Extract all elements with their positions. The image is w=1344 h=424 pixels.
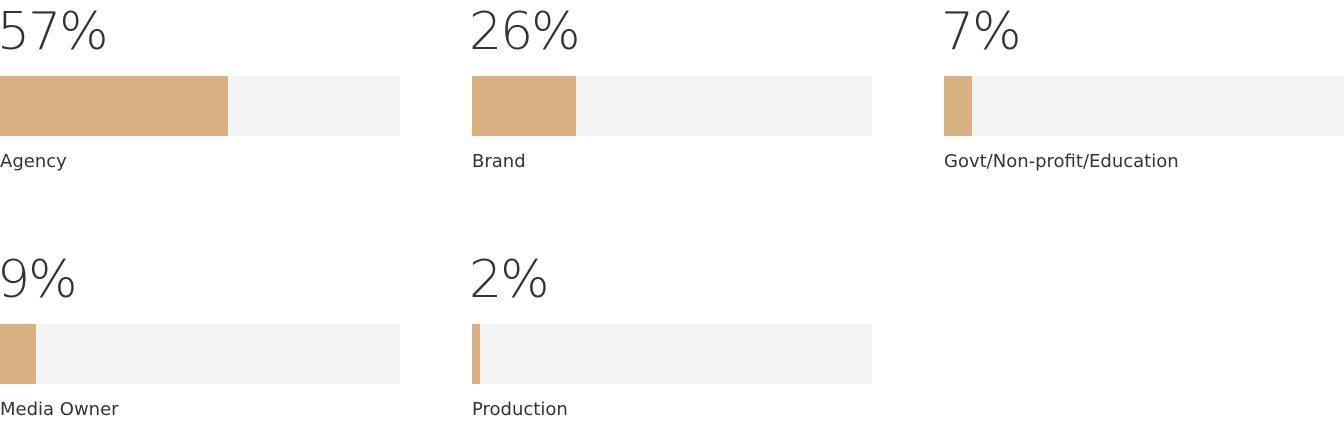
- bar-track: [0, 324, 400, 384]
- percent-label: 2%: [469, 250, 549, 310]
- percent-label: 26%: [469, 2, 581, 62]
- category-label: Media Owner: [0, 399, 119, 420]
- category-label: Agency: [0, 151, 67, 172]
- percent-label: 9%: [0, 250, 77, 310]
- category-label: Brand: [472, 151, 526, 172]
- bar: [944, 76, 972, 136]
- bar: [0, 76, 228, 136]
- bar-track: [0, 76, 400, 136]
- bar: [0, 324, 36, 384]
- stat-item: 9% Media Owner: [0, 248, 400, 424]
- percent-label: 7%: [941, 2, 1021, 62]
- category-label: Govt/Non-profit/Education: [944, 151, 1179, 172]
- bar: [472, 76, 576, 136]
- stat-item: 2% Production: [469, 248, 872, 424]
- bar-track: [944, 76, 1344, 136]
- stat-item: 26% Brand: [469, 0, 872, 176]
- stat-item: 7% Govt/Non-profit/Education: [941, 0, 1344, 176]
- bar-track: [472, 76, 872, 136]
- bar-track: [472, 324, 872, 384]
- bar: [472, 324, 480, 384]
- stat-item: 57% Agency: [0, 0, 400, 176]
- percent-label: 57%: [0, 2, 109, 62]
- category-label: Production: [472, 399, 568, 420]
